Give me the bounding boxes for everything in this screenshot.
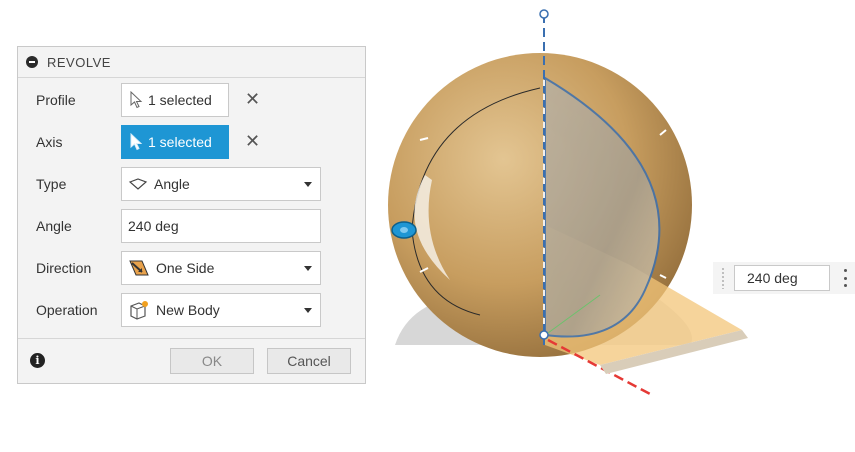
profile-value: 1 selected xyxy=(148,92,212,108)
operation-label: Operation xyxy=(36,302,98,318)
operation-value: New Body xyxy=(156,302,220,318)
axis-value: 1 selected xyxy=(148,134,212,150)
angle-handle-highlight xyxy=(400,227,408,233)
direction-value: One Side xyxy=(156,260,215,276)
row-axis: Axis 1 selected ✕ xyxy=(18,125,365,159)
tick-mark xyxy=(419,267,429,273)
direction-label: Direction xyxy=(36,260,92,276)
chevron-down-icon xyxy=(304,308,312,313)
ok-button[interactable]: OK xyxy=(170,348,254,374)
plane-edge xyxy=(600,330,748,374)
cancel-button[interactable]: Cancel xyxy=(267,348,351,374)
info-icon[interactable]: i xyxy=(30,353,45,368)
row-type: Type Angle xyxy=(18,167,365,201)
profile-region[interactable] xyxy=(544,76,661,338)
dialog-header[interactable]: REVOLVE xyxy=(18,47,365,78)
type-value: Angle xyxy=(154,176,190,192)
angle-input[interactable] xyxy=(121,209,321,243)
profile-label: Profile xyxy=(36,92,76,108)
highlight-swoosh xyxy=(414,175,450,280)
revolve-dialog: REVOLVE Profile 1 selected ✕ Axis 1 sele… xyxy=(17,46,366,384)
axis-endpoint-bottom[interactable] xyxy=(539,330,549,340)
angle-manipulator-input[interactable] xyxy=(734,265,830,291)
new-body-icon xyxy=(128,300,150,320)
more-menu-icon[interactable] xyxy=(843,269,847,287)
axis-endpoint-top[interactable] xyxy=(539,9,549,19)
row-angle: Angle xyxy=(18,209,365,243)
direction-dropdown[interactable]: One Side xyxy=(121,251,321,285)
grip-icon[interactable] xyxy=(721,267,725,289)
tick-mark xyxy=(659,129,667,136)
axis-label: Axis xyxy=(36,134,63,150)
sketch-arc xyxy=(411,87,541,316)
dialog-title: REVOLVE xyxy=(47,54,111,70)
axis-select-button[interactable]: 1 selected xyxy=(121,125,229,159)
row-profile: Profile 1 selected ✕ xyxy=(18,83,365,117)
type-dropdown[interactable]: Angle xyxy=(121,167,321,201)
direction-one-side-icon xyxy=(128,258,150,278)
dialog-footer: i OK Cancel xyxy=(18,338,365,383)
row-operation: Operation New Body xyxy=(18,293,365,327)
operation-dropdown[interactable]: New Body xyxy=(121,293,321,327)
chevron-down-icon xyxy=(304,182,312,187)
y-axis-indicator xyxy=(547,294,601,334)
tick-mark xyxy=(419,137,429,141)
clear-icon[interactable]: ✕ xyxy=(245,89,261,109)
angle-manipulator xyxy=(713,262,855,294)
collapse-icon[interactable] xyxy=(26,56,38,68)
angle-label: Angle xyxy=(36,218,72,234)
angle-type-icon xyxy=(128,177,148,191)
profile-select-button[interactable]: 1 selected xyxy=(121,83,229,117)
cursor-arrow-icon xyxy=(130,133,143,151)
chevron-down-icon xyxy=(304,266,312,271)
x-axis-indicator xyxy=(547,338,653,397)
clear-icon[interactable]: ✕ xyxy=(245,131,261,151)
tick-mark xyxy=(659,274,667,279)
type-label: Type xyxy=(36,176,67,192)
cursor-arrow-icon xyxy=(130,91,143,109)
row-direction: Direction One Side xyxy=(18,251,365,285)
